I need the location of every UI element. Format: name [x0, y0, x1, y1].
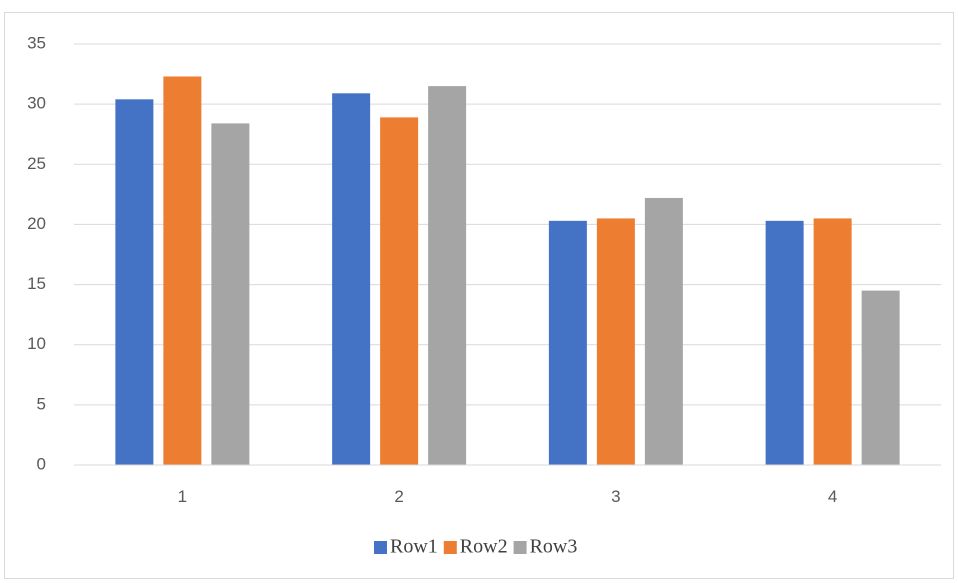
- legend-swatch-row1: [374, 541, 387, 554]
- x-tick-label: 3: [611, 487, 620, 506]
- legend-swatch-row3: [513, 541, 527, 554]
- bars: [115, 76, 900, 466]
- y-tick-label: 20: [27, 214, 46, 233]
- y-axis-tick-labels: 0 5 10 15 20 25 30 35: [27, 33, 46, 473]
- bar-row1-cat-4: [765, 220, 804, 465]
- bar-row1-cat-2: [332, 93, 371, 466]
- bar-row3-cat-4: [861, 290, 900, 465]
- y-tick-label: 25: [27, 154, 46, 173]
- gridlines: [74, 43, 941, 406]
- bar-row1-cat-1: [115, 99, 154, 466]
- y-tick-label: 35: [27, 33, 46, 52]
- bar-row2-cat-4: [813, 218, 852, 465]
- x-tick-label: 2: [394, 487, 403, 506]
- x-tick-label: 1: [178, 487, 187, 506]
- bar-row1-cat-3: [548, 220, 587, 465]
- x-axis-tick-labels: 1 2 3 4: [178, 487, 838, 506]
- y-tick-label: 5: [37, 394, 46, 413]
- bar-row2-cat-1: [163, 76, 202, 465]
- legend-swatch-row2: [443, 541, 457, 554]
- y-tick-label: 0: [37, 454, 46, 473]
- legend: Row1 Row2 Row3: [374, 536, 577, 558]
- bar-row2-cat-2: [380, 117, 419, 466]
- x-tick-label: 4: [828, 487, 837, 506]
- y-tick-label: 10: [27, 334, 46, 353]
- y-tick-label: 30: [27, 94, 46, 113]
- bar-row3-cat-1: [211, 123, 250, 465]
- legend-label-row3: Row3: [530, 536, 578, 558]
- bar-row2-cat-3: [596, 218, 635, 465]
- y-tick-label: 15: [27, 274, 46, 293]
- bar-row3-cat-3: [644, 197, 683, 466]
- bar-row3-cat-2: [428, 86, 467, 465]
- legend-label-row2: Row2: [460, 536, 508, 558]
- legend-label-row1: Row1: [390, 536, 438, 558]
